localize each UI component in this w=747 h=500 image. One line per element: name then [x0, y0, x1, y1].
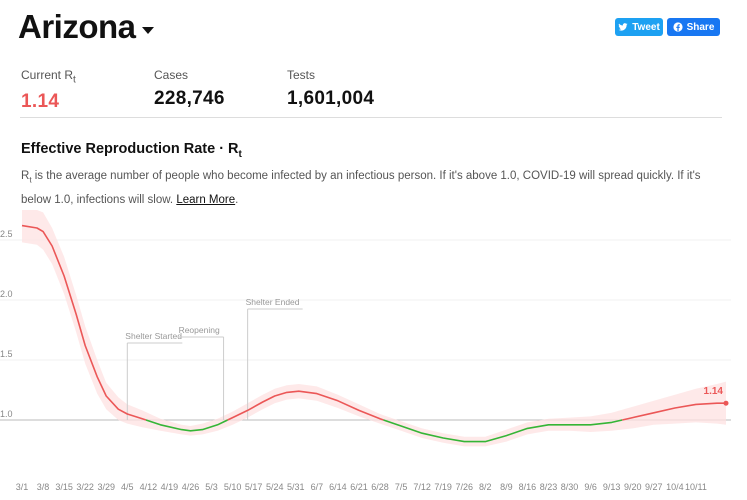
x-tick-label: 10/11 [685, 482, 707, 492]
x-tick-label: 3/1 [16, 482, 29, 492]
chart-description: Rt is the average number of people who b… [21, 170, 701, 207]
x-tick-label: 8/30 [561, 482, 579, 492]
annotation-label: Shelter Ended [246, 297, 300, 307]
y-tick-label: 1.0 [0, 409, 13, 419]
x-tick-label: 9/6 [584, 482, 597, 492]
confidence-band [22, 210, 726, 447]
current-rt-stat: Current Rt 1.14 [21, 68, 76, 113]
cases-value: 228,746 [154, 88, 225, 109]
x-tick-label: 9/27 [645, 482, 663, 492]
rt-series-line [622, 402, 726, 421]
x-tick-label: 4/5 [121, 482, 134, 492]
x-tick-label: 4/26 [182, 482, 200, 492]
x-tick-label: 3/22 [76, 482, 94, 492]
x-tick-label: 7/5 [395, 482, 408, 492]
cases-label: Cases [154, 68, 189, 82]
x-tick-label: 9/13 [603, 482, 621, 492]
x-tick-label: 6/28 [371, 482, 389, 492]
x-tick-label: 5/3 [205, 482, 218, 492]
x-tick-label: 7/12 [413, 482, 431, 492]
x-tick-label: 3/8 [37, 482, 50, 492]
x-tick-label: 4/12 [140, 482, 158, 492]
learn-more-link[interactable]: Learn More [176, 194, 236, 207]
x-tick-label: 5/10 [224, 482, 242, 492]
tweet-label: Tweet [632, 21, 660, 33]
x-tick-label: 8/2 [479, 482, 492, 492]
divider [20, 117, 722, 118]
state-name: Arizona [18, 8, 136, 45]
facebook-icon [673, 22, 683, 32]
current-rt-value: 1.14 [21, 91, 60, 113]
x-tick-label: 7/19 [434, 482, 452, 492]
rt-series-line [21, 224, 147, 421]
x-tick-label: 4/19 [161, 482, 179, 492]
current-rt-label: Current Rt [21, 68, 76, 86]
chart-title: Effective Reproduction Rate · Rt [21, 141, 242, 160]
cases-stat: Cases 228,746 [154, 68, 225, 110]
state-selector[interactable]: Arizona [18, 8, 154, 46]
rt-end-point [723, 400, 729, 406]
annotation-label: Reopening [179, 325, 220, 335]
y-tick-label: 2.0 [0, 289, 13, 299]
caret-down-icon[interactable] [141, 26, 154, 34]
tests-stat: Tests 1,601,004 [287, 68, 374, 110]
y-tick-label: 1.5 [0, 349, 13, 359]
x-tick-label: 8/23 [540, 482, 558, 492]
facebook-share-button[interactable]: Share [667, 18, 720, 36]
tweet-button[interactable]: Tweet [615, 18, 663, 36]
x-tick-label: 5/31 [287, 482, 305, 492]
y-tick-label: 2.5 [0, 229, 13, 239]
x-tick-label: 3/29 [97, 482, 115, 492]
annotation-label: Shelter Started [125, 331, 182, 341]
rt-end-label: 1.14 [704, 386, 724, 397]
rt-series-line [145, 419, 228, 432]
x-tick-label: 8/16 [519, 482, 537, 492]
x-tick-label: 6/7 [311, 482, 324, 492]
x-tick-label: 5/17 [245, 482, 263, 492]
x-tick-label: 9/20 [624, 482, 642, 492]
rt-series-line [383, 419, 623, 443]
x-tick-label: 10/4 [666, 482, 684, 492]
x-tick-label: 8/9 [500, 482, 513, 492]
x-tick-label: 3/15 [55, 482, 73, 492]
x-tick-label: 7/26 [455, 482, 473, 492]
twitter-icon [618, 23, 628, 31]
tests-label: Tests [287, 68, 316, 82]
tests-value: 1,601,004 [287, 88, 375, 109]
x-tick-label: 6/14 [329, 482, 347, 492]
share-label: Share [686, 21, 715, 33]
rt-series-line [227, 390, 384, 421]
x-tick-label: 5/24 [266, 482, 284, 492]
x-tick-label: 6/21 [350, 482, 368, 492]
